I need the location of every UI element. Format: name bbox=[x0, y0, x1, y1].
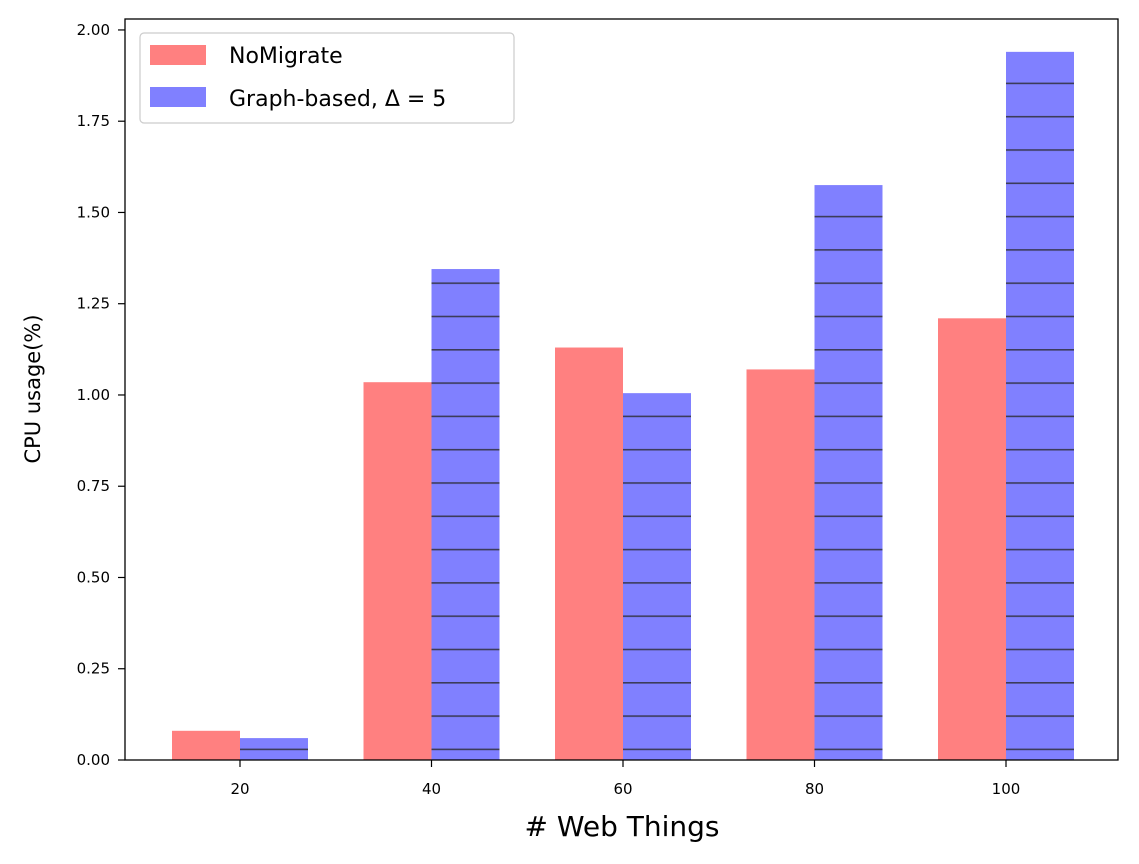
y-axis: 0.00 0.25 0.50 0.75 1.00 1.25 1.50 1.75 2.00 bbox=[77, 21, 125, 769]
bar-nomigrate-40 bbox=[363, 382, 432, 760]
bar-graph-based-100 bbox=[1006, 51, 1074, 760]
legend: NoMigrate Graph-based, Δ = 5 bbox=[139, 32, 515, 124]
x-tick-label: 80 bbox=[805, 780, 824, 798]
legend-swatch-graph-based bbox=[150, 87, 206, 107]
x-axis: 20 40 60 80 100 bbox=[230, 760, 1020, 798]
bar-nomigrate-60 bbox=[555, 347, 623, 760]
x-tick-label: 100 bbox=[992, 780, 1021, 798]
y-tick-label: 0.50 bbox=[77, 568, 110, 586]
legend-swatch-nomigrate bbox=[150, 45, 206, 65]
bar-nomigrate-100 bbox=[938, 318, 1006, 760]
y-tick-label: 1.75 bbox=[77, 112, 110, 130]
x-tick-label: 60 bbox=[613, 780, 632, 798]
bar-nomigrate-20 bbox=[172, 730, 240, 760]
y-tick-label: 0.00 bbox=[77, 751, 110, 769]
y-tick-label: 0.75 bbox=[77, 477, 110, 495]
x-axis-label: # Web Things bbox=[524, 810, 719, 843]
legend-label-graph-based: Graph-based, Δ = 5 bbox=[229, 87, 446, 112]
x-tick-label: 20 bbox=[230, 780, 249, 798]
bar-graph-based-20 bbox=[240, 738, 308, 760]
plot-frame bbox=[124, 18, 1119, 761]
legend-box bbox=[139, 32, 515, 124]
x-tick-label: 40 bbox=[422, 780, 441, 798]
bars-group bbox=[172, 51, 1074, 761]
y-tick-label: 1.50 bbox=[77, 203, 110, 221]
legend-label-nomigrate: NoMigrate bbox=[229, 44, 343, 69]
y-tick-label: 2.00 bbox=[77, 21, 110, 39]
y-tick-label: 1.25 bbox=[77, 295, 110, 313]
y-tick-label: 1.00 bbox=[77, 386, 110, 404]
bar-nomigrate-80 bbox=[746, 369, 815, 760]
y-axis-label: CPU usage(%) bbox=[21, 314, 45, 463]
bar-graph-based-60 bbox=[623, 393, 691, 760]
bar-graph-based-80 bbox=[814, 185, 883, 761]
y-tick-label: 0.25 bbox=[77, 660, 110, 678]
bar-graph-based-40 bbox=[431, 269, 500, 760]
